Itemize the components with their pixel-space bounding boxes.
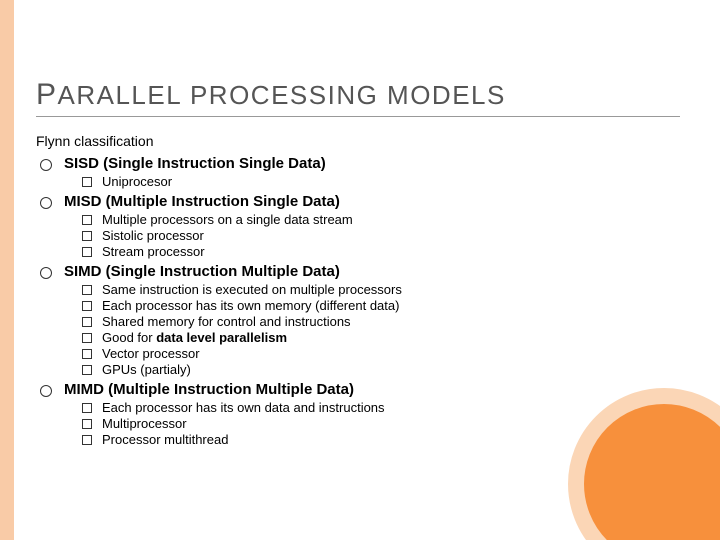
list-item: Uniprocesor: [82, 174, 680, 189]
list-item: Multiple processors on a single data str…: [82, 212, 680, 227]
square-bullet-icon: [82, 247, 92, 257]
slide-content: PARALLEL PROCESSING MODELS Flynn classif…: [36, 78, 680, 448]
list-item: GPUs (partialy): [82, 362, 680, 377]
square-bullet-icon: [82, 419, 92, 429]
list-item: Same instruction is executed on multiple…: [82, 282, 680, 297]
title-rest: ARALLEL PROCESSING MODELS: [58, 80, 506, 110]
list-item-text: Each processor has its own memory (diffe…: [102, 298, 399, 313]
section-heading-text: MIMD (Multiple Instruction Multiple Data…: [64, 381, 354, 398]
list-item: Each processor has its own memory (diffe…: [82, 298, 680, 313]
square-bullet-icon: [82, 365, 92, 375]
list-item: Stream processor: [82, 244, 680, 259]
section-heading-text: SISD (Single Instruction Single Data): [64, 155, 326, 172]
circle-bullet-icon: [40, 385, 52, 397]
list-item-text: Uniprocesor: [102, 174, 172, 189]
square-bullet-icon: [82, 349, 92, 359]
section-heading: SIMD (Single Instruction Multiple Data): [36, 263, 680, 280]
section-heading: MIMD (Multiple Instruction Multiple Data…: [36, 381, 680, 398]
circle-bullet-icon: [40, 267, 52, 279]
list-item: Vector processor: [82, 346, 680, 361]
title-first-letter: P: [36, 78, 58, 111]
list-item: Sistolic processor: [82, 228, 680, 243]
sections-container: SISD (Single Instruction Single Data) Uni…: [36, 155, 680, 447]
square-bullet-icon: [82, 435, 92, 445]
list-item: Multiprocessor: [82, 416, 680, 431]
list-item-text: Multiprocessor: [102, 416, 187, 431]
list-item-text: Multiple processors on a single data str…: [102, 212, 353, 227]
list-item: Shared memory for control and instructio…: [82, 314, 680, 329]
square-bullet-icon: [82, 333, 92, 343]
section-heading-text: MISD (Multiple Instruction Single Data): [64, 193, 340, 210]
list-item-text: Each processor has its own data and inst…: [102, 400, 385, 415]
list-item-text: GPUs (partialy): [102, 362, 191, 377]
list-item-text: Vector processor: [102, 346, 200, 361]
list-item: Processor multithread: [82, 432, 680, 447]
subtitle: Flynn classification: [36, 133, 680, 149]
section-heading: MISD (Multiple Instruction Single Data): [36, 193, 680, 210]
section-heading-text: SIMD (Single Instruction Multiple Data): [64, 263, 340, 280]
square-bullet-icon: [82, 231, 92, 241]
list-item-text: Same instruction is executed on multiple…: [102, 282, 402, 297]
square-bullet-icon: [82, 301, 92, 311]
list-item-text: Stream processor: [102, 244, 205, 259]
circle-bullet-icon: [40, 159, 52, 171]
circle-bullet-icon: [40, 197, 52, 209]
square-bullet-icon: [82, 403, 92, 413]
square-bullet-icon: [82, 177, 92, 187]
square-bullet-icon: [82, 215, 92, 225]
left-accent-strip: [0, 0, 14, 540]
list-item: Good for data level parallelism: [82, 330, 680, 345]
list-item: Each processor has its own data and inst…: [82, 400, 680, 415]
list-item-text: Sistolic processor: [102, 228, 204, 243]
list-item-text: Good for data level parallelism: [102, 330, 287, 345]
list-item-text: Processor multithread: [102, 432, 228, 447]
section-heading: SISD (Single Instruction Single Data): [36, 155, 680, 172]
square-bullet-icon: [82, 285, 92, 295]
list-item-text: Shared memory for control and instructio…: [102, 314, 351, 329]
slide-title: PARALLEL PROCESSING MODELS: [36, 78, 680, 117]
square-bullet-icon: [82, 317, 92, 327]
